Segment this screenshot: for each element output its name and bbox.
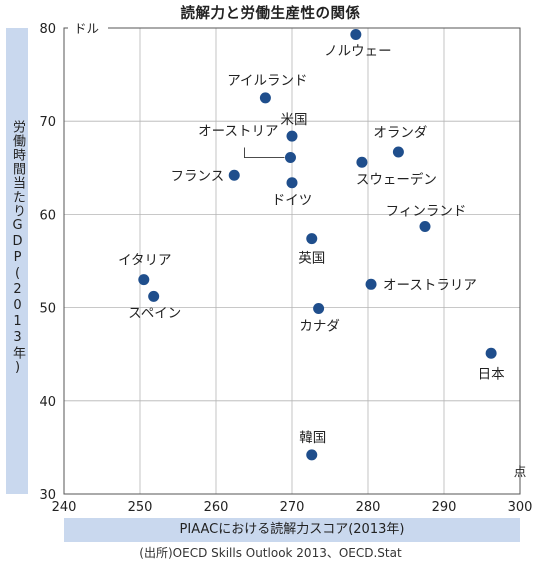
data-point xyxy=(419,221,431,233)
data-point xyxy=(138,274,150,286)
data-point xyxy=(284,152,296,164)
point-label: ドイツ xyxy=(272,193,313,209)
tick-labels: 240 250 260 270 280 290 300 30 40 50 60 70 80 xyxy=(39,22,532,515)
leader-line xyxy=(244,147,285,158)
data-point xyxy=(148,290,160,302)
point-label: 英国 xyxy=(298,250,325,267)
x-tick-label: 240 xyxy=(52,500,77,515)
x-tick-label: 290 xyxy=(432,500,457,515)
y-unit-background xyxy=(68,19,108,37)
x-tick-label: 270 xyxy=(280,500,305,515)
y-tick-label: 60 xyxy=(39,208,56,223)
x-tick-label: 250 xyxy=(128,500,153,515)
x-unit-label: 点 xyxy=(514,464,527,479)
data-point xyxy=(306,233,318,245)
y-tick-label: 40 xyxy=(39,395,56,410)
data-points xyxy=(138,29,497,461)
data-point xyxy=(259,92,271,104)
point-label: スペイン xyxy=(128,305,181,321)
point-label: イタリア xyxy=(118,253,171,269)
point-label: オーストラリア xyxy=(383,277,477,293)
y-tick-label: 70 xyxy=(39,115,56,130)
data-point xyxy=(365,278,377,290)
point-label: オランダ xyxy=(373,125,427,141)
plot-frame xyxy=(63,27,521,495)
unit-labels: ドル点 xyxy=(68,19,526,479)
point-label: 米国 xyxy=(281,112,308,128)
point-label: 日本 xyxy=(478,366,505,382)
point-label: カナダ xyxy=(299,319,340,335)
data-point xyxy=(356,156,368,168)
y-unit-label: ドル xyxy=(74,21,99,36)
y-axis-label: 労働時間当たりGDP(2013年) xyxy=(10,120,25,376)
data-point xyxy=(286,130,298,142)
x-tick-label: 300 xyxy=(508,500,533,515)
y-tick-label: 50 xyxy=(39,302,56,317)
leader-lines xyxy=(244,147,285,158)
y-tick-label: 80 xyxy=(39,22,56,37)
x-tick-label: 260 xyxy=(204,500,229,515)
chart-title: 読解力と労働生産性の関係 xyxy=(180,6,361,22)
point-label: 韓国 xyxy=(299,430,326,446)
y-tick-label: 30 xyxy=(39,488,56,503)
data-point xyxy=(286,177,298,189)
point-label: アイルランド xyxy=(227,73,307,89)
data-point xyxy=(485,347,497,359)
point-label: スウェーデン xyxy=(356,171,437,188)
y-axis-label-band xyxy=(6,28,28,494)
point-label: フィンランド xyxy=(386,204,467,220)
point-label: ノルウェー xyxy=(324,44,392,60)
data-point xyxy=(350,29,362,41)
data-point xyxy=(228,169,240,181)
point-label: オーストリア xyxy=(198,124,278,140)
data-point xyxy=(306,449,318,461)
data-point xyxy=(392,146,404,158)
point-label: フランス xyxy=(171,168,225,184)
x-axis-label-band xyxy=(64,518,520,542)
x-tick-label: 280 xyxy=(356,500,381,515)
source-note: (出所)OECD Skills Outlook 2013、OECD.Stat xyxy=(139,546,402,560)
data-point xyxy=(313,303,325,315)
x-axis-label: PIAACにおける読解力スコア(2013年) xyxy=(179,522,405,537)
